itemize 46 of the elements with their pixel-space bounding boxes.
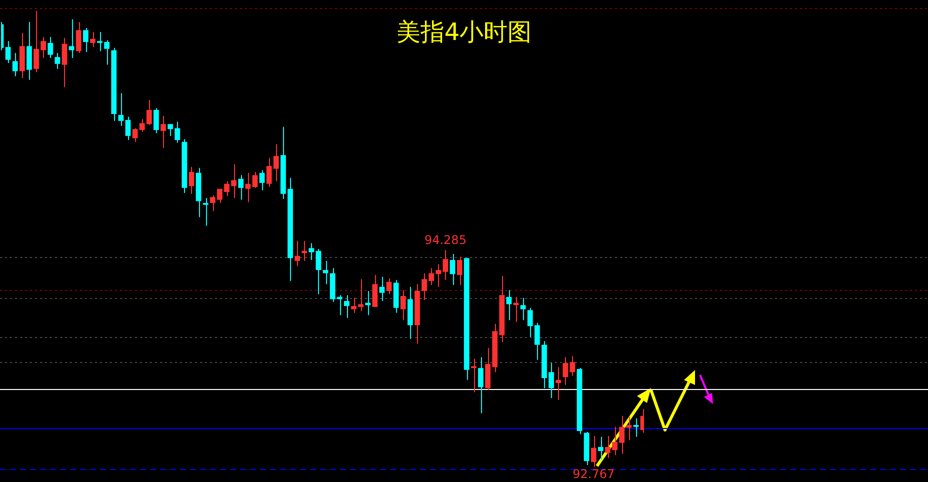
- candlestick: [238, 174, 244, 200]
- candlestick: [259, 170, 265, 191]
- candlestick: [442, 249, 448, 281]
- candlestick: [470, 358, 476, 393]
- candlestick: [252, 171, 258, 188]
- candlestick: [245, 172, 251, 203]
- candlestick: [68, 18, 74, 58]
- candlestick: [372, 274, 378, 308]
- candlestick: [82, 27, 88, 53]
- candlestick: [154, 108, 159, 134]
- candlestick: [478, 356, 484, 414]
- candlestick: [316, 248, 322, 295]
- candlestick: [308, 242, 314, 260]
- candlestick: [202, 197, 208, 226]
- candlestick: [344, 294, 350, 318]
- candlestick: [562, 356, 568, 386]
- candlestick: [450, 254, 456, 286]
- candlestick: [598, 436, 604, 461]
- chart-title: 美指4小时图: [395, 17, 533, 48]
- candlestick: [386, 278, 392, 295]
- candlestick: [302, 240, 308, 262]
- candlestick: [294, 240, 300, 266]
- candlestick: [90, 31, 96, 48]
- candlestick: [379, 276, 385, 302]
- candlestick: [570, 356, 576, 376]
- candlestick: [26, 21, 32, 80]
- annotation: 92.767: [572, 467, 615, 482]
- candlestick: [54, 52, 60, 70]
- candlestick: [132, 128, 138, 142]
- annotation: 94.285: [424, 233, 466, 248]
- candlestick: [590, 435, 596, 468]
- candlestick: [76, 21, 82, 54]
- candlestick: [5, 40, 11, 64]
- candlestick: [633, 418, 639, 438]
- candlestick: [400, 290, 406, 321]
- candlestick: [118, 92, 124, 126]
- candlestick: [520, 297, 526, 321]
- candlestick: [188, 166, 194, 194]
- candlestick: [62, 37, 68, 88]
- candlestick: [456, 256, 462, 286]
- candlestick: [48, 36, 54, 58]
- candlestick: [125, 116, 131, 141]
- candlestick: [12, 52, 18, 77]
- candlestick: [160, 115, 166, 148]
- candlestick: [556, 366, 562, 400]
- candlestick: [365, 290, 371, 316]
